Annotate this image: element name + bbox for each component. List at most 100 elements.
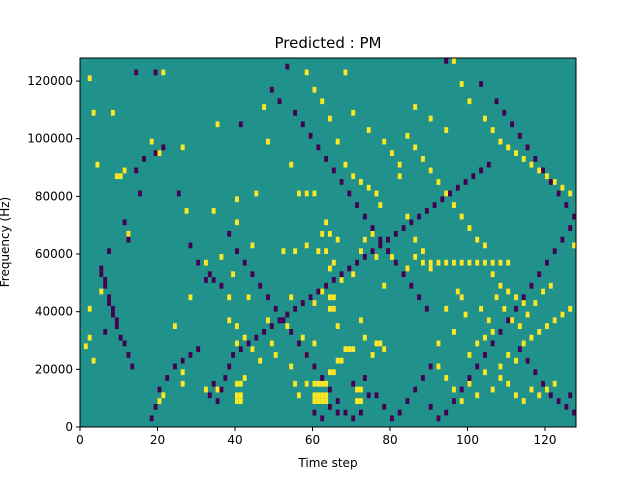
heatmap-cell-negative bbox=[312, 363, 317, 370]
heatmap-cell-negative bbox=[99, 271, 104, 278]
heatmap-cell-positive bbox=[312, 398, 317, 404]
heatmap-cell-positive bbox=[529, 334, 534, 341]
heatmap-cell-negative bbox=[359, 409, 363, 416]
heatmap-cell-positive bbox=[312, 300, 317, 306]
heatmap-cell-positive bbox=[320, 380, 325, 387]
heatmap-cell-negative bbox=[320, 415, 325, 422]
heatmap-cell-negative bbox=[293, 305, 298, 312]
heatmap-cell-negative bbox=[382, 403, 387, 410]
heatmap-cell-negative bbox=[223, 375, 228, 381]
heatmap-cells bbox=[83, 58, 577, 422]
heatmap-cell-negative bbox=[564, 202, 569, 208]
heatmap-cell-positive bbox=[312, 340, 317, 347]
heatmap-cell-positive bbox=[548, 282, 553, 289]
heatmap-cell-negative bbox=[525, 144, 530, 151]
heatmap-cell-positive bbox=[300, 334, 305, 341]
heatmap-cell-positive bbox=[498, 259, 503, 266]
heatmap-cell-positive bbox=[304, 69, 309, 76]
heatmap-cell-positive bbox=[359, 248, 363, 255]
heatmap-cell-negative bbox=[122, 340, 127, 347]
heatmap-cell-positive bbox=[382, 346, 387, 353]
heatmap-cell-positive bbox=[467, 225, 472, 231]
heatmap-cell-negative bbox=[448, 190, 453, 197]
heatmap-cell-negative bbox=[107, 300, 112, 306]
heatmap-cell-negative bbox=[351, 380, 356, 387]
heatmap-cell-negative bbox=[196, 259, 201, 266]
heatmap-cell-positive bbox=[545, 323, 549, 329]
heatmap-cell-positive bbox=[204, 386, 208, 393]
heatmap-cell-positive bbox=[490, 271, 495, 278]
heatmap-cell-positive bbox=[316, 392, 321, 399]
heatmap-cell-positive bbox=[459, 294, 464, 301]
heatmap-cell-negative bbox=[176, 190, 181, 197]
heatmap-cell-negative bbox=[269, 86, 274, 93]
heatmap-cell-positive bbox=[331, 259, 336, 266]
heatmap-cell-negative bbox=[351, 415, 356, 422]
heatmap-cell-positive bbox=[254, 190, 259, 197]
heatmap-cell-positive bbox=[180, 380, 185, 387]
heatmap-cell-positive bbox=[467, 380, 472, 387]
heatmap-cell-negative bbox=[479, 81, 484, 87]
heatmap-cell-positive bbox=[184, 207, 189, 214]
heatmap-cell-positive bbox=[312, 392, 317, 399]
heatmap-cell-negative bbox=[207, 271, 212, 278]
heatmap-cell-positive bbox=[328, 294, 332, 301]
heatmap-cell-positive bbox=[521, 398, 526, 404]
heatmap-cell-negative bbox=[331, 167, 336, 174]
heatmap-cell-positive bbox=[343, 161, 348, 168]
heatmap-cell-positive bbox=[545, 386, 549, 393]
heatmap-cell-positive bbox=[378, 340, 383, 347]
heatmap-cell-positive bbox=[258, 357, 263, 364]
x-tick-label: 40 bbox=[227, 433, 242, 447]
heatmap-cell-positive bbox=[114, 173, 119, 180]
heatmap-cell-negative bbox=[328, 403, 332, 410]
heatmap-cell-positive bbox=[498, 138, 503, 145]
heatmap-cell-positive bbox=[506, 144, 511, 151]
heatmap-cell-positive bbox=[514, 392, 518, 399]
heatmap-cell-negative bbox=[300, 121, 305, 128]
heatmap-cell-positive bbox=[343, 69, 348, 76]
heatmap-cell-negative bbox=[285, 63, 290, 70]
heatmap-cell-positive bbox=[293, 248, 298, 255]
heatmap-cell-negative bbox=[440, 196, 445, 203]
heatmap-cell-positive bbox=[238, 380, 243, 387]
chart-title: Predicted : PM bbox=[275, 34, 382, 52]
heatmap-cell-positive bbox=[483, 259, 487, 266]
heatmap-cell-negative bbox=[486, 161, 491, 168]
heatmap-cell-negative bbox=[188, 242, 193, 249]
heatmap-cell-positive bbox=[335, 357, 340, 364]
heatmap-cell-positive bbox=[262, 104, 267, 110]
heatmap-cell-negative bbox=[250, 271, 255, 278]
heatmap-cell-positive bbox=[289, 161, 294, 168]
heatmap-cell-positive bbox=[452, 58, 456, 64]
heatmap-cell-positive bbox=[324, 392, 329, 399]
heatmap-cell-negative bbox=[514, 305, 518, 312]
heatmap-cell-positive bbox=[506, 288, 511, 295]
heatmap-cell-positive bbox=[444, 305, 449, 312]
heatmap-cell-negative bbox=[533, 156, 538, 162]
heatmap-cell-positive bbox=[320, 392, 325, 399]
heatmap-cell-positive bbox=[331, 369, 336, 376]
heatmap-cell-positive bbox=[215, 386, 220, 393]
heatmap-cell-positive bbox=[452, 202, 456, 208]
heatmap-cell-positive bbox=[374, 340, 379, 347]
heatmap-cell-positive bbox=[343, 346, 348, 353]
heatmap-cell-negative bbox=[111, 311, 115, 318]
heatmap-cell-positive bbox=[405, 132, 410, 139]
heatmap-cell-negative bbox=[568, 392, 573, 399]
heatmap-cell-negative bbox=[258, 282, 263, 289]
heatmap-cell-negative bbox=[347, 190, 352, 197]
heatmap-cell-negative bbox=[211, 277, 216, 283]
heatmap-cell-positive bbox=[235, 340, 239, 347]
heatmap-cell-negative bbox=[269, 323, 274, 329]
heatmap-cell-negative bbox=[444, 409, 449, 416]
heatmap-cell-positive bbox=[235, 380, 239, 387]
heatmap-cell-negative bbox=[196, 346, 201, 353]
heatmap-cell-negative bbox=[308, 132, 313, 139]
heatmap-cell-positive bbox=[335, 323, 340, 329]
heatmap-cell-negative bbox=[510, 121, 515, 128]
heatmap-cell-positive bbox=[560, 311, 565, 318]
heatmap-cell-positive bbox=[231, 271, 236, 278]
heatmap-cell-positive bbox=[87, 305, 92, 312]
